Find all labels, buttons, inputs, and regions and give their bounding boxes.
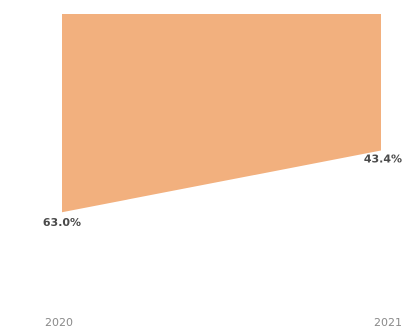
- area-series-fill: [62, 14, 381, 213]
- data-label-2020: 63.0%: [43, 216, 81, 229]
- data-label-2021: 43.4%: [364, 153, 402, 166]
- x-tick-2020: 2020: [45, 316, 73, 329]
- x-tick-2021: 2021: [374, 316, 402, 329]
